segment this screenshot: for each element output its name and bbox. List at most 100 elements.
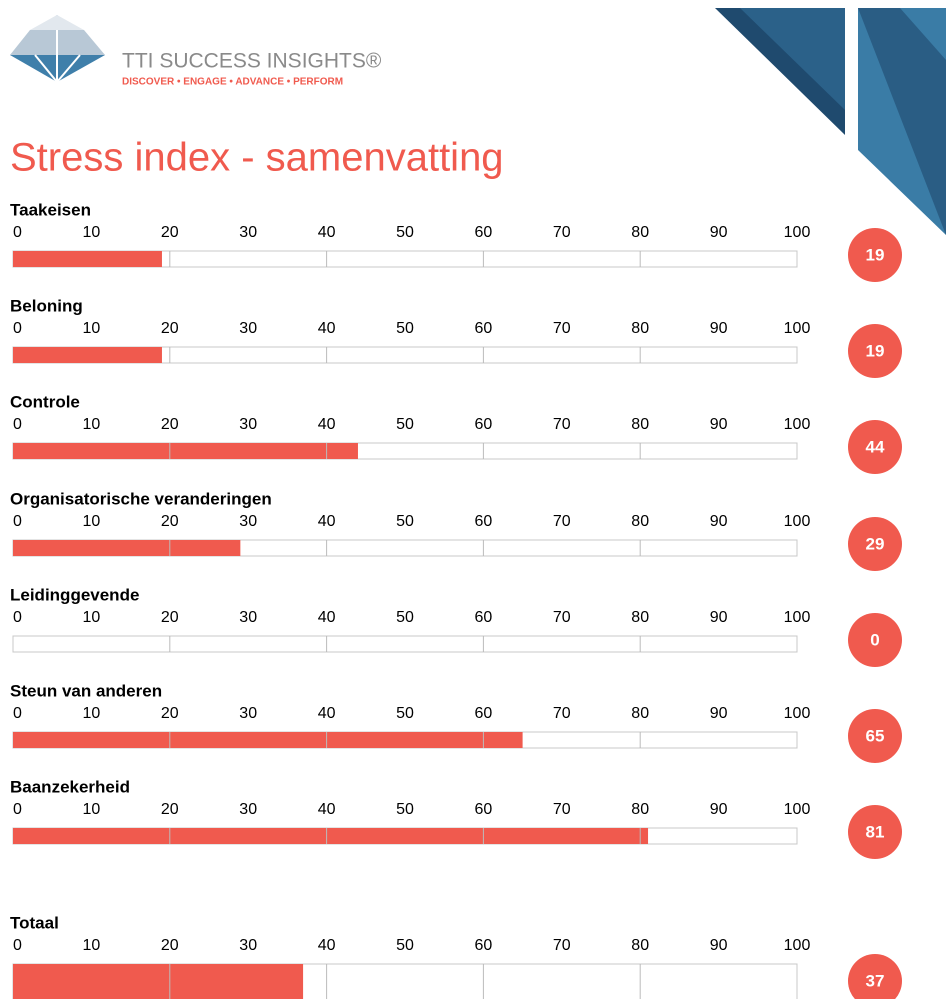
logo (10, 15, 105, 83)
x-tick-label: 90 (710, 320, 728, 337)
x-tick-label: 20 (161, 609, 179, 626)
x-tick-label: 30 (239, 801, 257, 818)
decoration (715, 8, 946, 235)
x-tick-label: 80 (631, 937, 649, 954)
x-tick-label: 80 (631, 224, 649, 241)
x-tick-label: 30 (239, 513, 257, 530)
x-tick-label: 100 (784, 937, 811, 954)
x-tick-label: 30 (239, 224, 257, 241)
x-tick-label: 20 (161, 320, 179, 337)
x-tick-label: 10 (83, 609, 101, 626)
x-tick-label: 10 (83, 937, 101, 954)
value-badge (848, 228, 902, 282)
value-badge (848, 420, 902, 474)
x-tick-label: 20 (161, 801, 179, 818)
x-tick-label: 100 (784, 513, 811, 530)
x-tick-label: 60 (475, 224, 493, 241)
x-tick-label: 10 (83, 705, 101, 722)
value-badge (848, 324, 902, 378)
x-tick-label: 60 (475, 416, 493, 433)
x-tick-label: 0 (13, 609, 22, 626)
value-label: 19 (866, 341, 885, 360)
value-badge (848, 805, 902, 859)
value-badge (848, 954, 902, 1004)
x-tick-label: 60 (475, 801, 493, 818)
x-tick-label: 50 (396, 416, 414, 433)
bar (13, 732, 523, 748)
value-label: 0 (870, 630, 879, 649)
bar (13, 540, 241, 556)
x-tick-label: 60 (475, 609, 493, 626)
x-tick-label: 10 (83, 416, 101, 433)
x-tick-label: 50 (396, 705, 414, 722)
value-label: 19 (866, 245, 885, 264)
bar (13, 251, 162, 267)
x-tick-label: 70 (553, 609, 571, 626)
x-tick-label: 40 (318, 416, 336, 433)
x-tick-label: 60 (475, 320, 493, 337)
x-tick-label: 90 (710, 513, 728, 530)
x-tick-label: 10 (83, 224, 101, 241)
x-tick-label: 70 (553, 224, 571, 241)
x-tick-label: 60 (475, 513, 493, 530)
x-tick-label: 30 (239, 320, 257, 337)
x-tick-label: 70 (553, 320, 571, 337)
bar (13, 964, 304, 1004)
x-tick-label: 70 (553, 937, 571, 954)
x-tick-label: 0 (13, 513, 22, 530)
value-label: 65 (866, 726, 885, 745)
value-label: 44 (866, 437, 885, 456)
x-tick-label: 20 (161, 224, 179, 241)
x-tick-label: 80 (631, 801, 649, 818)
value-label: 81 (866, 822, 885, 841)
brand: TTI SUCCESS INSIGHTS® (122, 50, 382, 73)
x-tick-label: 50 (396, 801, 414, 818)
x-tick-label: 50 (396, 609, 414, 626)
value-badge (848, 613, 902, 667)
value-label: 29 (866, 534, 885, 553)
gauge-title: Taakeisen (10, 200, 91, 219)
x-tick-label: 80 (631, 513, 649, 530)
x-tick-label: 10 (83, 513, 101, 530)
x-tick-label: 100 (784, 416, 811, 433)
x-tick-label: 30 (239, 609, 257, 626)
x-tick-label: 20 (161, 937, 179, 954)
x-tick-label: 50 (396, 513, 414, 530)
x-tick-label: 100 (784, 705, 811, 722)
x-tick-label: 60 (475, 937, 493, 954)
x-tick-label: 20 (161, 705, 179, 722)
value-badge (848, 709, 902, 763)
value-label: 37 (866, 971, 885, 990)
x-tick-label: 70 (553, 801, 571, 818)
x-tick-label: 80 (631, 320, 649, 337)
x-tick-label: 40 (318, 705, 336, 722)
value-badge (848, 517, 902, 571)
x-tick-label: 10 (83, 801, 101, 818)
bar (13, 828, 649, 844)
x-tick-label: 40 (318, 224, 336, 241)
x-tick-label: 100 (784, 801, 811, 818)
x-tick-label: 40 (318, 513, 336, 530)
x-tick-label: 0 (13, 224, 22, 241)
gauge-title: Baanzekerheid (10, 777, 130, 796)
x-tick-label: 40 (318, 801, 336, 818)
x-tick-label: 0 (13, 705, 22, 722)
x-tick-label: 60 (475, 705, 493, 722)
gauge-title: Leidinggevende (10, 585, 139, 604)
x-tick-label: 10 (83, 320, 101, 337)
x-tick-label: 100 (784, 224, 811, 241)
x-tick-label: 80 (631, 416, 649, 433)
x-tick-label: 90 (710, 224, 728, 241)
x-tick-label: 70 (553, 705, 571, 722)
x-tick-label: 90 (710, 609, 728, 626)
x-tick-label: 30 (239, 937, 257, 954)
gauge-title: Controle (10, 392, 80, 411)
x-tick-label: 0 (13, 320, 22, 337)
x-tick-label: 0 (13, 937, 22, 954)
x-tick-label: 40 (318, 320, 336, 337)
bar (13, 443, 358, 459)
x-tick-label: 80 (631, 705, 649, 722)
x-tick-label: 100 (784, 609, 811, 626)
x-tick-label: 20 (161, 416, 179, 433)
